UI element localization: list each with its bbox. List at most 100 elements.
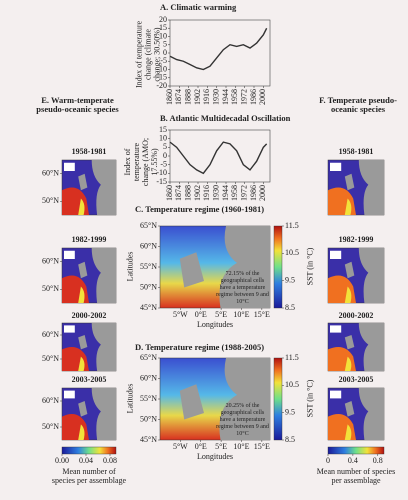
x-tick-label: 1972 — [239, 185, 248, 201]
lon-tick-label: 10°E — [233, 310, 249, 319]
map-land — [344, 335, 355, 350]
x-tick-label: 2000 — [258, 185, 267, 201]
x-tick-label: 1916 — [202, 185, 211, 201]
colorbar-tick-label: 8.5 — [285, 435, 295, 444]
line-series — [169, 141, 268, 175]
x-tick-label: 1944 — [221, 185, 230, 201]
colorbar — [327, 446, 385, 455]
map-land — [91, 323, 116, 371]
map-hotspot — [344, 424, 352, 440]
lon-tick-label: 0°E — [195, 442, 207, 451]
x-tick-label: 1888 — [183, 185, 192, 201]
map-white-area — [330, 162, 342, 171]
x-tick-label: 1860 — [165, 89, 174, 105]
map-white-area — [64, 325, 75, 333]
period-label: 2003-2005 — [72, 375, 107, 384]
x-tick-label: 1888 — [183, 89, 192, 105]
y-tick-label: 10 — [159, 31, 167, 40]
map-white-area — [330, 250, 342, 259]
map-white-area — [330, 325, 342, 333]
y-tick-label: -10 — [156, 168, 167, 177]
lat-tick-label: 65°N — [140, 353, 157, 362]
map-white-area — [64, 250, 75, 259]
map-hotspot — [78, 286, 85, 303]
lat-tick-label: 50°N — [140, 282, 157, 291]
map-land — [219, 226, 270, 308]
map-land — [179, 384, 204, 420]
x-tick-label: 1874 — [174, 185, 183, 201]
map-land — [358, 388, 384, 440]
lon-tick-label: 15°E — [254, 310, 270, 319]
y-tick-label: -20 — [156, 81, 167, 90]
y-tick-label: -15 — [156, 73, 167, 82]
x-tick-label: 1930 — [211, 89, 220, 105]
x-tick-label: 1986 — [249, 89, 258, 105]
period-label: 1982-1999 — [72, 235, 107, 244]
map-hotspot — [344, 356, 352, 371]
colorbar — [61, 446, 117, 455]
lon-tick-label: 5°W — [173, 442, 188, 451]
map-land — [78, 401, 88, 417]
y-tick-label: 20 — [159, 15, 167, 24]
y-axis-label: Latitudes — [125, 383, 135, 414]
colorbar-tick-label: 0.08 — [103, 456, 117, 465]
map-land — [358, 248, 384, 303]
x-axis-label: Longitudes — [197, 320, 233, 329]
lon-tick-label: 0°E — [195, 310, 207, 319]
lat-tick-label: 60°N — [42, 396, 59, 405]
map-land — [91, 160, 116, 215]
map-white-area — [330, 390, 342, 399]
x-tick-label: 1902 — [193, 89, 202, 105]
colorbar-tick-label: 0.00 — [55, 456, 69, 465]
panel-title: D. Temperature regime (1988-2005) — [135, 342, 265, 352]
colorbar-tick-label: 9.5 — [285, 407, 295, 416]
lon-tick-label: 5°E — [215, 442, 227, 451]
x-axis-label: Longitudes — [197, 452, 233, 461]
y-axis-label: Latitudes — [125, 251, 135, 282]
colorbar-tick-label: 0.4 — [348, 456, 358, 465]
lat-tick-label: 50°N — [140, 414, 157, 423]
lat-tick-label: 55°N — [140, 262, 157, 271]
map-land — [91, 388, 116, 440]
map-land — [344, 173, 355, 191]
x-tick-label: 1874 — [174, 89, 183, 105]
map-land — [91, 248, 116, 303]
period-label: 2003-2005 — [339, 375, 374, 384]
map-land — [78, 173, 88, 191]
period-label: 2000-2002 — [339, 311, 374, 320]
x-tick-label: 1958 — [230, 89, 239, 105]
y-tick-label: -10 — [156, 64, 167, 73]
colorbar-label: SST (in °C) — [305, 247, 315, 286]
lat-tick-label: 50°N — [42, 354, 59, 363]
y-axis-label: Index of temperature change (AMO; 17.55%… — [123, 137, 159, 187]
colorbar-tick-label: 0 — [326, 456, 330, 465]
map-land — [78, 261, 88, 279]
lat-tick-label: 65°N — [140, 221, 157, 230]
colorbar-tick-label: 0.8 — [373, 456, 383, 465]
lat-tick-label: 60°N — [140, 373, 157, 382]
y-tick-label: -15 — [156, 177, 167, 186]
lon-tick-label: 15°E — [254, 442, 270, 451]
plot-frame — [169, 129, 271, 183]
colorbar-tick-label: 11.5 — [285, 221, 299, 230]
x-tick-label: 1916 — [202, 89, 211, 105]
map-white-area — [64, 390, 75, 399]
map-land — [344, 401, 355, 417]
x-tick-label: 1944 — [221, 89, 230, 105]
x-tick-label: 1930 — [211, 185, 220, 201]
y-tick-label: 15 — [159, 23, 167, 32]
map-land — [358, 160, 384, 215]
y-tick-label: 0 — [163, 48, 167, 57]
lat-tick-label: 50°N — [42, 422, 59, 431]
map-hotspot — [344, 198, 352, 215]
colorbar-label: Mean number of species per assemblage — [51, 467, 127, 485]
map-land — [344, 261, 355, 279]
lat-tick-label: 50°N — [42, 284, 59, 293]
x-tick-label: 2000 — [258, 89, 267, 105]
panel-title: C. Temperature regime (1960-1981) — [135, 204, 265, 214]
map-land — [358, 323, 384, 371]
panel-title: E. Warm-temperate pseudo-oceanic species — [36, 95, 119, 114]
colorbar-tick-label: 10.5 — [285, 380, 299, 389]
line-series — [169, 27, 268, 71]
